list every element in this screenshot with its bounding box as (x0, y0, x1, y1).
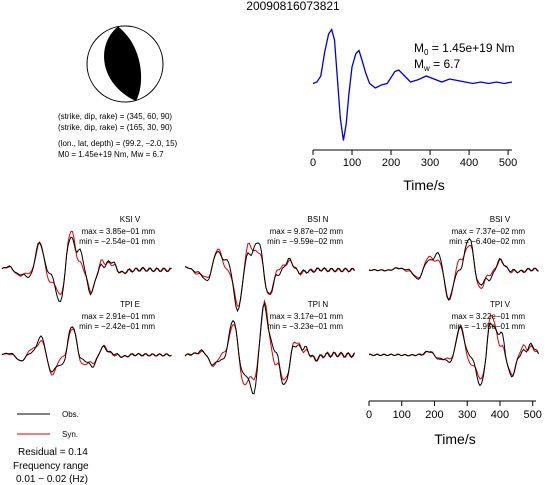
observed-trace (1, 236, 172, 303)
stf-series-line (312, 27, 513, 141)
frequency-range-value: 0.01 − 0.02 (Hz) (16, 474, 88, 485)
amplitude-min-label: min = −9.59e−02 mm (267, 237, 343, 246)
station-component-label: KSI V (120, 215, 141, 224)
amplitude-max-label: max = 3.22e−01 mm (452, 312, 526, 321)
amplitude-min-label: min = −2.54e−01 mm (79, 237, 155, 246)
waveform-tick-label: 500 (524, 409, 542, 421)
stf-m0-annotation: M0 = 1.45e+19 Nm (414, 41, 515, 57)
beachball-compressional-quadrant (104, 26, 142, 102)
observed-trace (184, 242, 355, 313)
amplitude-min-label: min = −3.23e−01 mm (267, 322, 343, 331)
residual-text: Residual = 0.14 (18, 447, 88, 458)
waveform-x-ticks: 0 100 200 300 400 500 (366, 401, 542, 421)
stf-tick-label: 400 (460, 157, 478, 169)
waveform-tick-label: 200 (425, 409, 443, 421)
moment-summary: M0 = 1.45e+19 Nm, Mw = 6.7 (58, 150, 164, 159)
amplitude-max-label: max = 7.37e−02 mm (452, 227, 526, 236)
nodal-plane-1: (strike, dip, rake) = (345, 60, 90) (58, 112, 172, 121)
synthetic-trace (368, 244, 539, 301)
station-component-label: TPI V (490, 300, 511, 309)
amplitude-min-label: min = −2.42e−01 mm (79, 322, 155, 331)
legend: Obs. Syn. Residual = 0.14 Frequency rang… (13, 410, 89, 485)
amplitude-min-label: min = −1.95e−01 mm (449, 322, 525, 331)
stf-tick-label: 100 (343, 157, 361, 169)
station-component-label: BSI V (490, 215, 511, 224)
stf-x-axis-label: Time/s (403, 177, 444, 193)
amplitude-max-label: max = 2.91e−01 mm (82, 312, 156, 321)
waveform-tick-label: 0 (366, 409, 372, 421)
station-component-label: BSI N (308, 215, 329, 224)
amplitude-max-label: max = 9.87e−02 mm (270, 227, 344, 236)
figure-title: 20090816073821 (246, 0, 340, 13)
waveform-tick-label: 300 (458, 409, 476, 421)
frequency-range-title: Frequency range (13, 461, 89, 472)
source-time-function-panel: 0 100 200 300 400 500 Time/s M0 = 1.45e+19 Nm… (310, 27, 517, 193)
stf-tick-label: 300 (421, 157, 439, 169)
waveform-tick-label: 100 (393, 409, 411, 421)
legend-obs-label: Obs. (62, 410, 79, 419)
station-component-label: TPI E (120, 300, 140, 309)
observed-trace (184, 302, 355, 395)
stf-mw-annotation: Mw = 6.7 (414, 57, 460, 73)
amplitude-min-label: min = −6.40e−02 mm (449, 237, 525, 246)
synthetic-trace (1, 328, 172, 376)
stf-tick-label: 500 (499, 157, 517, 169)
waveform-time-axis: 0 100 200 300 400 500 Time/s (366, 400, 542, 447)
stf-x-ticks: 0 100 200 300 400 500 (310, 150, 517, 169)
amplitude-max-label: max = 3.17e−01 mm (270, 312, 344, 321)
waveform-x-axis-title: Time/s (434, 431, 475, 447)
observed-trace (1, 326, 172, 373)
waveform-tick-label: 400 (491, 409, 509, 421)
legend-syn-label: Syn. (62, 430, 78, 439)
observed-trace (369, 322, 539, 387)
stf-tick-label: 200 (382, 157, 400, 169)
amplitude-max-label: max = 3.85e−01 mm (82, 227, 156, 236)
focal-mechanism-beachball (86, 25, 164, 103)
hypocenter-location: (lon., lat, depth) = (99.2, −2.0, 15) (58, 139, 178, 148)
nodal-plane-2: (strike, dip, rake) = (165, 30, 90) (58, 123, 172, 132)
station-component-label: TPI N (308, 300, 329, 309)
stf-tick-label: 0 (310, 157, 316, 169)
observed-trace (368, 237, 539, 301)
